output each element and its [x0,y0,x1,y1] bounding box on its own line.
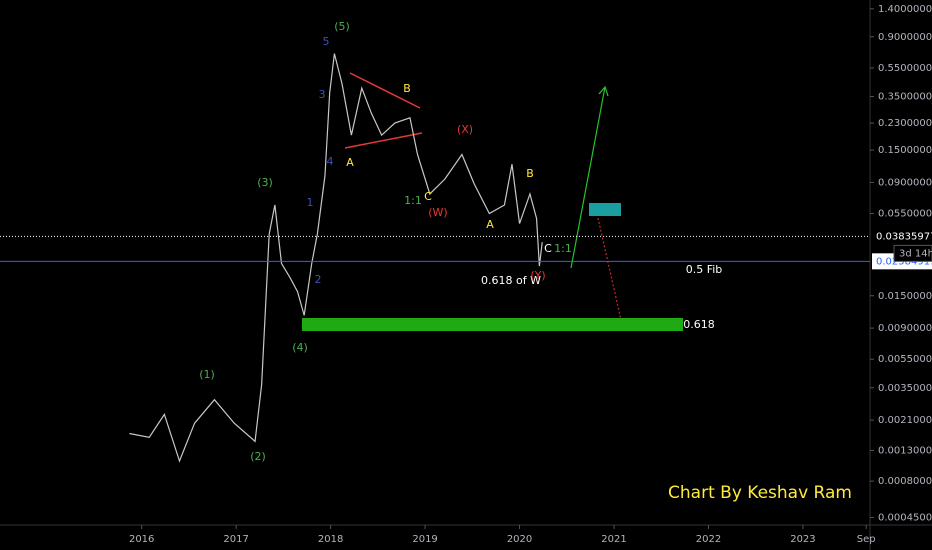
annotation: 4 [327,155,334,168]
x-tick-label: 2021 [601,534,626,545]
annotation: 0.618 [683,318,715,331]
watermark: Chart By Keshav Ram [668,483,852,503]
annotation: (Y) [530,269,545,282]
annotation: C [424,190,432,203]
annotation: (4) [292,341,308,354]
countdown-bg [893,244,932,262]
x-tick-label: 2023 [790,534,815,545]
price-label: 0.03835977 [876,231,932,242]
annotation: 2 [315,273,322,286]
annotation: C [544,242,552,255]
annotation: 0.618 of W [481,274,541,287]
x-tick-label: 2020 [507,534,532,545]
annotation: 1:1 [554,242,572,255]
x-tick-label: 2016 [129,534,154,545]
x-tick-label: 2018 [318,534,343,545]
annotation: B [526,167,534,180]
countdown: 3d 14h [899,248,932,259]
annotation: A [486,218,494,231]
annotation: (2) [250,450,266,463]
annotation: (5) [334,20,350,33]
annotation: (X) [457,123,473,136]
annotation: 0.5 Fib [686,263,723,276]
annotation: 1 [307,196,314,209]
annotation: 3 [319,88,326,101]
bull-arrow-head [598,85,609,97]
annotation: 1:1 [404,194,422,207]
annotation: (3) [257,176,273,189]
annotation: 5 [323,35,330,48]
annotation: A [346,156,354,169]
x-tick-label: 2017 [223,534,248,545]
price-label-bg [872,228,932,245]
price-line [129,53,543,463]
target-box [589,203,621,216]
bear-arrow [597,217,622,321]
y-tick-label: 0.00045000 [878,513,932,524]
bull-arrow [570,86,606,269]
annotation: (1) [199,368,215,381]
x-tick-label: Sep [857,534,876,545]
annotation: B [403,82,411,95]
x-tick-label: 2019 [412,534,437,545]
x-tick-label: 2022 [696,534,721,545]
annotation: (W) [428,206,447,219]
triangle-upper [349,72,421,109]
triangle-lower [344,132,423,149]
support-zone [302,318,683,331]
